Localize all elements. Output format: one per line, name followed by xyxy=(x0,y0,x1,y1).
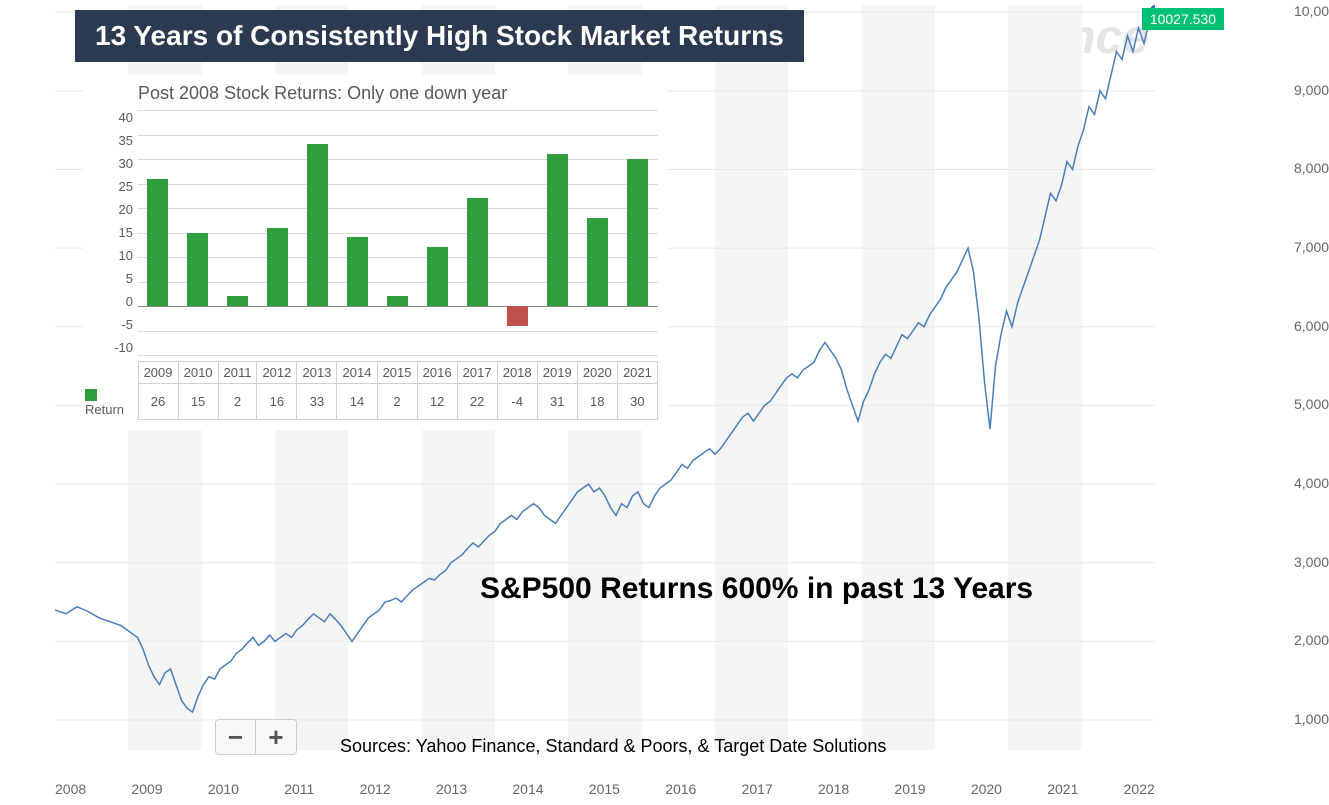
y-tick-label: 4,000.000 xyxy=(1294,476,1329,490)
bar-value-cell: 33 xyxy=(297,384,337,420)
bar xyxy=(627,159,647,306)
bar-year-header: 2011 xyxy=(218,362,257,384)
subtitle-text: S&P500 Returns 600% in past 13 Years xyxy=(480,572,1033,606)
x-tick-label: 2008 xyxy=(55,781,86,797)
bar xyxy=(227,296,247,306)
y-tick-label: 8,000.000 xyxy=(1294,161,1329,175)
bar-year-header: 2012 xyxy=(257,362,297,384)
x-tick-label: 2020 xyxy=(971,781,1002,797)
bar-year-header: 2021 xyxy=(617,362,657,384)
x-tick-label: 2009 xyxy=(131,781,162,797)
y-tick-label: 6,000.000 xyxy=(1294,319,1329,333)
bar-year-header: 2013 xyxy=(297,362,337,384)
bar-value-cell: 18 xyxy=(577,384,617,420)
bar-value-cell: 2 xyxy=(377,384,417,420)
bar xyxy=(547,154,567,306)
x-axis-labels: 2008 2009 2010 2011 2012 2013 2014 2015 2016 2017… xyxy=(55,781,1155,797)
x-tick-label: 2021 xyxy=(1047,781,1078,797)
bar-value-cell: 14 xyxy=(337,384,377,420)
bar-value-cell: 2 xyxy=(218,384,257,420)
bar xyxy=(587,218,607,306)
bar xyxy=(347,237,367,306)
x-tick-label: 2017 xyxy=(742,781,773,797)
bar-value-cell: 26 xyxy=(138,384,178,420)
bar-year-header: 2010 xyxy=(178,362,218,384)
bar-value-cell: 15 xyxy=(178,384,218,420)
x-tick-label: 2019 xyxy=(894,781,925,797)
bar-value-cell: 31 xyxy=(537,384,577,420)
y-tick-label: 2,000.000 xyxy=(1294,633,1329,647)
bar xyxy=(507,306,527,326)
bar-year-header: 2020 xyxy=(577,362,617,384)
bar-year-header: 2009 xyxy=(138,362,178,384)
bar-year-header: 2018 xyxy=(497,362,537,384)
sources-text: Sources: Yahoo Finance, Standard & Poors… xyxy=(340,736,886,757)
y-tick-label: 7,000.000 xyxy=(1294,240,1329,254)
bar-year-header: 2019 xyxy=(537,362,577,384)
bar xyxy=(427,247,447,306)
x-tick-label: 2015 xyxy=(589,781,620,797)
bar-chart-title: Post 2008 Stock Returns: Only one down y… xyxy=(138,83,668,104)
x-tick-label: 2010 xyxy=(208,781,239,797)
bar-year-header: 2017 xyxy=(457,362,497,384)
bar-year-header: 2015 xyxy=(377,362,417,384)
zoom-in-button[interactable]: + xyxy=(256,720,296,754)
page-title: 13 Years of Consistently High Stock Mark… xyxy=(75,10,804,62)
x-tick-label: 2018 xyxy=(818,781,849,797)
y-tick-label: 5,000.000 xyxy=(1294,397,1329,411)
bar xyxy=(267,228,287,306)
x-tick-label: 2011 xyxy=(284,781,314,797)
bar-chart-data-table: 2009201020112012201320142015201620172018… xyxy=(83,361,658,420)
bar-value-cell: -4 xyxy=(497,384,537,420)
bar-legend: Return xyxy=(83,384,138,420)
y-tick-label: 10,000.000 xyxy=(1294,4,1329,18)
x-tick-label: 2013 xyxy=(436,781,467,797)
bar xyxy=(467,198,487,306)
x-tick-label: 2014 xyxy=(512,781,543,797)
x-tick-label: 2012 xyxy=(360,781,391,797)
bar-chart-plot-area: 4035302520151050-5-10 xyxy=(138,110,658,355)
x-tick-label: 2022 xyxy=(1124,781,1155,797)
bar-value-cell: 22 xyxy=(457,384,497,420)
y-tick-label: 9,000.000 xyxy=(1294,83,1329,97)
bar-year-header: 2014 xyxy=(337,362,377,384)
zoom-out-button[interactable]: − xyxy=(216,720,256,754)
bar-value-cell: 16 xyxy=(257,384,297,420)
bar-year-header: 2016 xyxy=(417,362,457,384)
current-value-badge: 10027.530 xyxy=(1142,8,1224,30)
x-tick-label: 2016 xyxy=(665,781,696,797)
bar xyxy=(187,233,207,307)
bar xyxy=(307,144,327,306)
y-tick-label: 3,000.000 xyxy=(1294,555,1329,569)
bar xyxy=(387,296,407,306)
zoom-controls: − + xyxy=(215,719,297,755)
bar-chart-inset: Post 2008 Stock Returns: Only one down y… xyxy=(83,75,668,430)
bar xyxy=(147,179,167,306)
bar-value-cell: 12 xyxy=(417,384,457,420)
y-tick-label: 1,000.000 xyxy=(1294,712,1329,726)
bar-value-cell: 30 xyxy=(617,384,657,420)
